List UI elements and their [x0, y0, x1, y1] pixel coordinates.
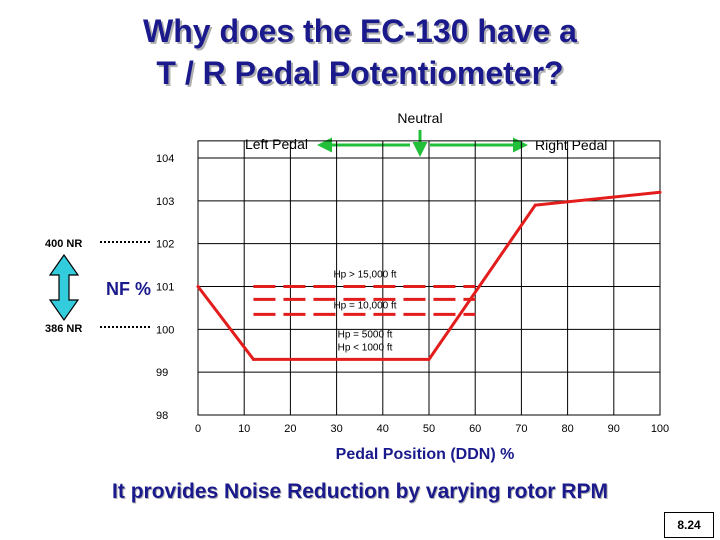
y-tick-label: 99	[156, 367, 168, 379]
x-tick-label: 90	[608, 423, 620, 435]
altitude-annotation: Hp = 5000 ft	[338, 329, 393, 340]
nr-lower-label: 386 NR	[45, 323, 82, 335]
x-tick-label: 60	[469, 423, 481, 435]
x-tick-label: 10	[238, 423, 250, 435]
x-tick-label: 40	[377, 423, 389, 435]
series-point	[427, 357, 431, 361]
slide-number: 8.24	[664, 512, 714, 538]
altitude-annotations: Hp > 15,000 ft Hp = 10,000 ft Hp = 5000 ft…	[333, 270, 396, 354]
altitude-annotation: Hp = 10,000 ft	[333, 300, 396, 311]
y-tick-label: 100	[156, 324, 174, 336]
series-point	[658, 190, 662, 194]
x-tick-label: 70	[515, 423, 527, 435]
y-tick-label: 101	[156, 282, 174, 294]
nf-axis-label: NF %	[106, 279, 151, 299]
title-line-2: T / R Pedal Potentiometer?	[156, 55, 564, 91]
series-point	[251, 357, 255, 361]
altitude-dashed-lines	[253, 285, 476, 316]
series-point	[533, 203, 537, 207]
neutral-label: Neutral	[397, 110, 442, 126]
y-tick-label: 104	[156, 153, 174, 165]
y-tick-labels: 104 103 102 101 100 99 98	[156, 153, 174, 422]
x-tick-label: 30	[330, 423, 342, 435]
x-tick-label: 0	[195, 423, 201, 435]
left-pedal-label: Left Pedal	[245, 136, 308, 152]
x-tick-label: 20	[284, 423, 296, 435]
x-axis-label: Pedal Position (DDN) %	[336, 446, 515, 463]
series-point	[196, 285, 200, 288]
title-line-1: Why does the EC-130 have a	[143, 13, 577, 49]
nr-upper-label: 400 NR	[45, 238, 82, 250]
altitude-annotation: Hp > 15,000 ft	[333, 270, 396, 281]
slide-subtitle: It provides Noise Reduction by varying r…	[112, 480, 608, 503]
x-tick-labels: 0 10 20 30 40 50 60 70 80 90 100	[195, 423, 669, 435]
x-tick-label: 100	[651, 423, 669, 435]
x-tick-label: 80	[561, 423, 573, 435]
y-tick-label: 102	[156, 239, 174, 251]
series-lines	[196, 190, 662, 361]
right-pedal-label: Right Pedal	[535, 137, 607, 153]
x-tick-label: 50	[423, 423, 435, 435]
slide-title: Why does the EC-130 have a T / R Pedal P…	[0, 10, 720, 94]
grid-lines	[197, 140, 661, 416]
altitude-annotation: Hp < 1000 ft	[338, 342, 393, 353]
y-tick-label: 98	[156, 410, 168, 422]
y-tick-label: 103	[156, 196, 174, 208]
nf-range-double-arrow	[48, 253, 80, 322]
